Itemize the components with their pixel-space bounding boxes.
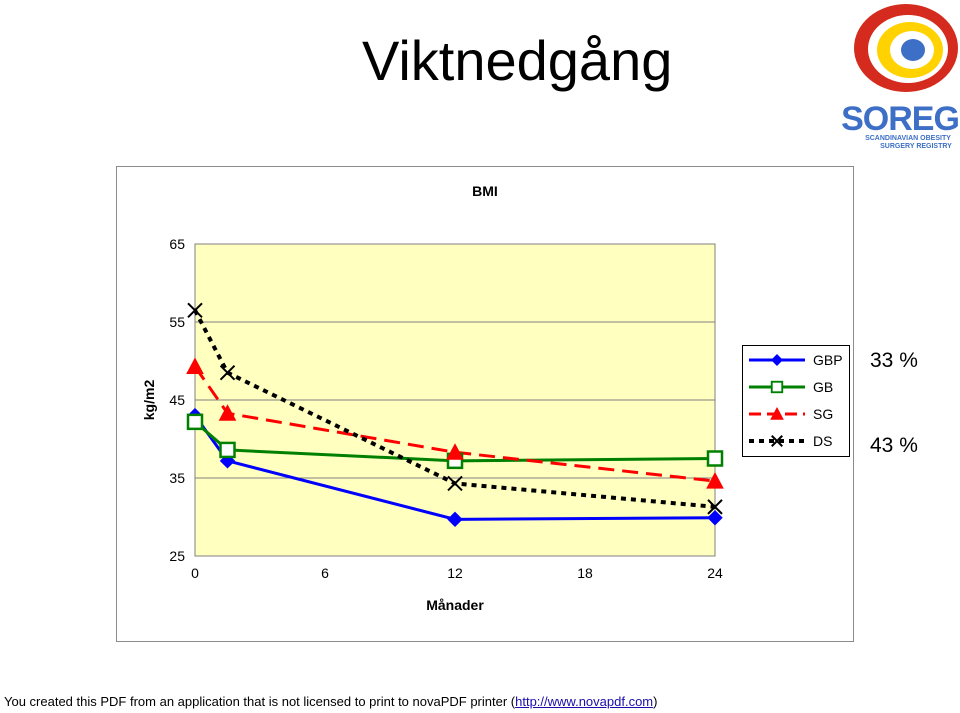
data-point-sg (706, 472, 724, 489)
slide-title: Viktnedgång (362, 29, 673, 92)
legend-marker-gb (770, 380, 784, 394)
soreg-logo: SOREG SCANDINAVIAN OBESITY SURGERY REGIS… (842, 4, 958, 150)
legend-marker-gbp (771, 354, 783, 366)
legend-marker-ds (771, 435, 783, 447)
x-axis-label: Månader (426, 597, 484, 613)
series-line-gbp (193, 414, 716, 521)
bmi-chart: BMI 25 35 45 55 65 0 6 12 18 24 Månader kg/m2 (141, 183, 724, 613)
legend-label-gb: GB (813, 379, 833, 395)
footer-notice: You created this PDF from an application… (4, 694, 657, 709)
data-point-gb (186, 413, 204, 431)
logo-emblem-icon (854, 4, 958, 92)
data-point-gb (706, 450, 724, 467)
series-line-gb (194, 420, 716, 463)
series-line-ds (193, 309, 716, 509)
y-tick-label: 65 (169, 236, 185, 252)
y-axis-label: kg/m2 (141, 380, 157, 421)
footer-text: You created this PDF from an application… (4, 694, 516, 709)
logo-wordmark: SOREG (842, 100, 958, 138)
data-point-gbp (707, 510, 723, 526)
data-point-gbp (447, 511, 463, 528)
legend-label-sg: SG (813, 406, 833, 422)
data-point-sg (186, 357, 204, 374)
y-tick-label: 25 (169, 548, 185, 564)
logo-subtitle-1: SCANDINAVIAN OBESITY (865, 135, 951, 142)
percent-label-2: 43 % (870, 434, 918, 457)
footer-link[interactable]: http://www.novapdf.com (515, 694, 654, 709)
percent-label-1: 33 % (870, 349, 918, 372)
data-point-ds (447, 475, 463, 492)
x-tick-label: 18 (577, 565, 593, 581)
series-line-sg (193, 365, 716, 483)
footer-close: ) (653, 694, 658, 709)
data-point-gb (219, 441, 236, 459)
y-tick-label: 35 (169, 470, 185, 486)
x-tick-label: 6 (321, 565, 329, 581)
data-point-ds (219, 364, 236, 381)
legend-label-ds: DS (813, 433, 832, 449)
y-tick-label: 55 (169, 314, 185, 330)
logo-subtitle-2: SURGERY REGISTRY (880, 143, 952, 150)
legend-marker-sg (770, 406, 784, 420)
x-tick-label: 24 (707, 565, 723, 581)
x-tick-label: 12 (447, 565, 463, 581)
chart-legend: GBP GB SG DS (742, 345, 850, 457)
data-point-sg (446, 443, 464, 460)
y-tick-label: 45 (169, 392, 185, 408)
data-point-ds (187, 302, 203, 319)
data-point-sg (218, 404, 237, 421)
legend-label-gbp: GBP (813, 352, 843, 368)
data-point-ds (707, 499, 723, 515)
chart-title: BMI (472, 183, 498, 199)
x-tick-label: 0 (191, 565, 199, 581)
